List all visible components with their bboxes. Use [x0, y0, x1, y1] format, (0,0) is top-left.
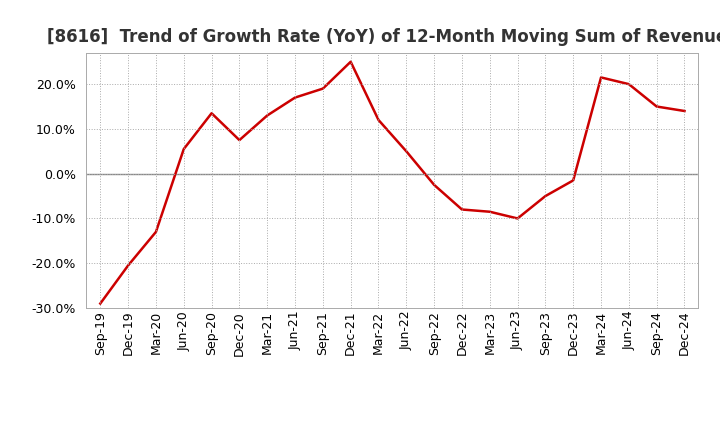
- Title: [8616]  Trend of Growth Rate (YoY) of 12-Month Moving Sum of Revenues: [8616] Trend of Growth Rate (YoY) of 12-…: [48, 28, 720, 46]
